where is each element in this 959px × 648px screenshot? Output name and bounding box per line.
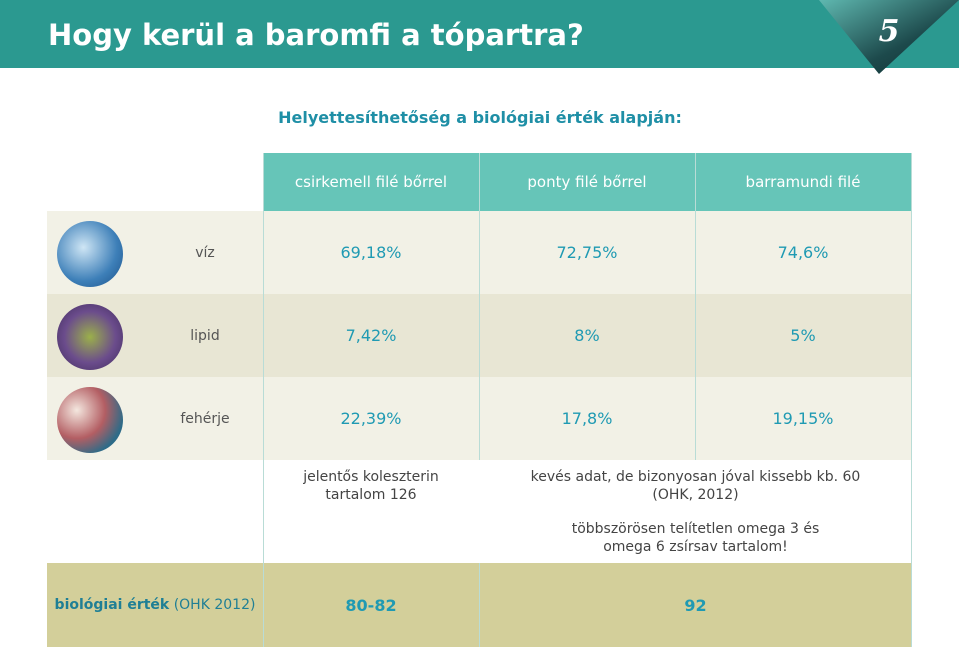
column-header: barramundi filé [745, 173, 861, 191]
corner-decoration [819, 0, 959, 74]
page-number: 5 [878, 14, 900, 49]
note: jelentős koleszterin tartalom 126 [263, 466, 479, 506]
note-line: kevés adat, de bizonyosan jóval kissebb … [530, 469, 861, 485]
column-header: ponty filé bőrrel [527, 173, 647, 191]
note-line: többszörösen telítetlen omega 3 és [571, 521, 820, 537]
note-line: (OHK, 2012) [652, 487, 739, 503]
note: többszörösen telítetlen omega 3 és omega … [479, 518, 912, 558]
header-bar [0, 0, 959, 68]
slide-title: Hogy kerül a baromfi a tópartra? [48, 18, 584, 52]
row-label: víz [195, 244, 215, 261]
note: kevés adat, de bizonyosan jóval kissebb … [479, 466, 912, 506]
column-divider [911, 153, 912, 647]
value-cell: 8% [574, 326, 600, 345]
note-line: tartalom 126 [325, 487, 417, 503]
row-label: fehérje [180, 410, 230, 427]
value-cell: 72,75% [556, 243, 618, 262]
value-cell: 22,39% [340, 409, 402, 428]
value-cell: 17,8% [561, 409, 613, 428]
value-cell: 69,18% [340, 243, 402, 262]
header-row [263, 153, 912, 211]
value-cell: 19,15% [772, 409, 834, 428]
column-divider [479, 153, 480, 460]
column-header: csirkemell filé bőrrel [294, 173, 448, 191]
value-cell: 7,42% [345, 326, 397, 345]
footer-label-source: (OHK 2012) [173, 597, 256, 613]
column-divider [479, 563, 480, 647]
footer-label: biológiai érték (OHK 2012) [47, 563, 263, 647]
note-line: jelentős koleszterin [303, 469, 439, 485]
footer-value: 92 [684, 595, 707, 615]
value-cell: 5% [790, 326, 816, 345]
footer-label-bold: biológiai érték [54, 597, 170, 613]
subtitle: Helyettesíthetőség a biológiai érték ala… [278, 108, 682, 127]
note-line: omega 6 zsírsav tartalom! [603, 539, 788, 555]
row-icon [57, 221, 123, 287]
value-cell: 74,6% [777, 243, 829, 262]
footer-value: 80-82 [345, 595, 397, 615]
row-icon [57, 387, 123, 453]
row-icon [57, 304, 123, 370]
column-divider [695, 153, 696, 460]
column-divider [263, 153, 264, 647]
row-label: lipid [190, 327, 220, 344]
